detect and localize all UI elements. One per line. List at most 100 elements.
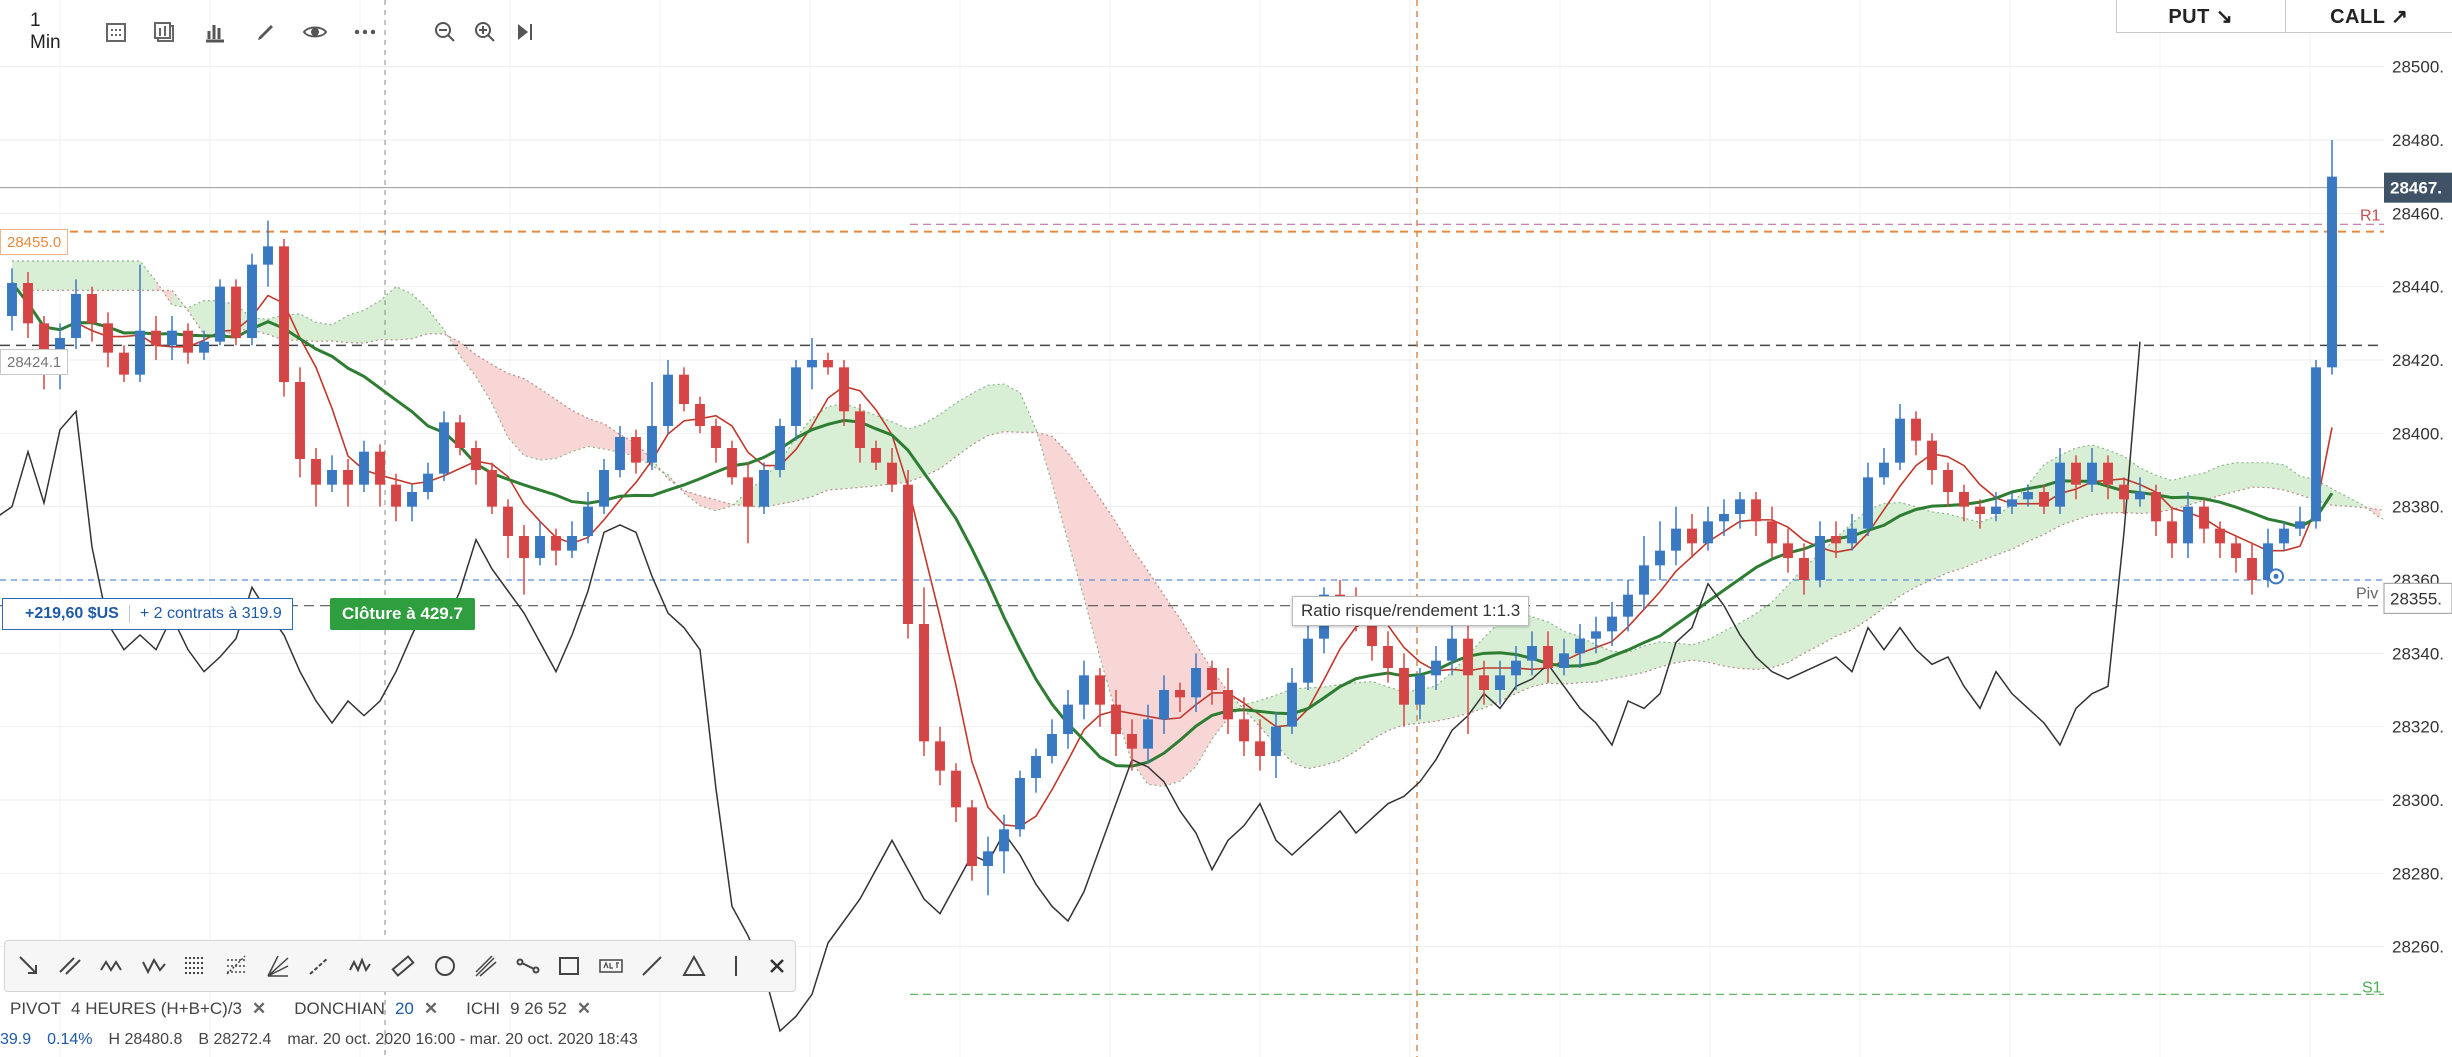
candle-body xyxy=(375,451,385,485)
price-axis-label: 28400. xyxy=(2392,424,2444,443)
candle-body xyxy=(1031,756,1041,778)
candle-body xyxy=(2295,521,2305,529)
vertical-line-icon[interactable] xyxy=(718,946,754,986)
ichimoku-cloud-segment xyxy=(1132,548,1148,785)
more-icon[interactable] xyxy=(352,14,378,50)
candle-body xyxy=(2023,492,2033,500)
circle-icon[interactable] xyxy=(427,946,463,986)
ichimoku-cloud-segment xyxy=(524,378,540,461)
ichimoku-cloud-segment xyxy=(1964,518,1980,568)
candle-body xyxy=(2167,521,2177,544)
ichimoku-cloud-segment xyxy=(956,393,972,457)
ichimoku-cloud-segment xyxy=(2204,465,2220,501)
ichimoku-cloud-segment xyxy=(2284,464,2300,495)
candle-body xyxy=(247,264,257,338)
fibonacci-icon[interactable] xyxy=(177,946,213,986)
candle-body xyxy=(2231,543,2241,558)
ichimoku-cloud-segment xyxy=(1740,613,1756,670)
senkou-span-b xyxy=(12,289,2452,770)
parallel-lines-icon[interactable] xyxy=(53,946,89,986)
rectangle-icon[interactable] xyxy=(552,946,588,986)
ichimoku-cloud-segment xyxy=(156,281,172,305)
candle-body xyxy=(119,352,129,375)
time-range: mar. 20 oct. 2020 16:00 - mar. 20 oct. 2… xyxy=(287,1031,638,1048)
ichimoku-cloud-segment xyxy=(572,410,588,452)
candle-body xyxy=(1271,726,1281,756)
candle-body xyxy=(2007,499,2017,507)
trend-line-icon[interactable] xyxy=(302,946,338,986)
remove-study-donchian-icon[interactable]: ✕ xyxy=(423,999,439,1018)
put-button[interactable]: PUT ↘ xyxy=(2168,5,2234,28)
ichimoku-cloud-segment xyxy=(1596,644,1612,683)
ichimoku-cloud-segment xyxy=(1708,631,1724,667)
ichimoku-cloud-segment xyxy=(700,495,716,511)
wave-icon[interactable] xyxy=(136,946,172,986)
candle-body xyxy=(727,448,737,478)
ichimoku-cloud-segment xyxy=(1692,639,1708,663)
candle-body xyxy=(2071,462,2081,485)
fan-icon[interactable] xyxy=(260,946,296,986)
candle-body xyxy=(791,367,801,426)
candle-body xyxy=(855,411,865,448)
line-icon[interactable] xyxy=(635,946,671,986)
zigzag-icon[interactable] xyxy=(94,946,130,986)
ichimoku-cloud-segment xyxy=(1372,681,1388,740)
candle-body xyxy=(535,536,545,558)
ichimoku-cloud-segment xyxy=(508,373,524,456)
candle-body xyxy=(1431,660,1441,676)
study-name-donchian: DONCHIAN xyxy=(294,999,385,1018)
candle-body xyxy=(215,286,225,342)
ichimoku-cloud-segment xyxy=(1084,475,1100,658)
path-icon[interactable] xyxy=(510,946,546,986)
candle-body xyxy=(295,382,305,459)
zoom-out-icon[interactable] xyxy=(432,14,458,50)
ichimoku-cloud-segment xyxy=(540,388,556,461)
close-position-button[interactable]: Clôture à 429.7 xyxy=(330,598,475,630)
candle-type-icon[interactable] xyxy=(152,14,178,50)
triangle-icon[interactable] xyxy=(676,946,712,986)
candle-body xyxy=(487,470,497,507)
ichimoku-cloud-segment xyxy=(588,418,604,450)
zoom-in-icon[interactable] xyxy=(472,14,498,50)
candle-body xyxy=(919,624,929,742)
ruler-icon[interactable] xyxy=(385,946,421,986)
close-icon[interactable] xyxy=(759,946,795,986)
ichimoku-cloud-segment xyxy=(1036,429,1052,484)
ichimoku-cloud-segment xyxy=(76,261,92,291)
candle-body xyxy=(823,360,833,368)
fib-grid-icon[interactable] xyxy=(219,946,255,986)
ichimoku-cloud-segment xyxy=(2348,497,2364,508)
ohlc-readout: 39.9 0.14% H 28480.8 B 28272.4 mar. 20 o… xyxy=(0,1027,654,1053)
position-panel[interactable]: +219,60 $US + 2 contrats à 319.9 xyxy=(2,598,293,630)
remove-study-pivot-icon[interactable]: ✕ xyxy=(252,999,267,1018)
pencil-icon[interactable] xyxy=(253,14,279,50)
candle-body xyxy=(439,422,449,474)
bar-chart-icon[interactable] xyxy=(202,14,228,50)
calendar-icon[interactable] xyxy=(103,14,129,50)
call-button[interactable]: CALL ↗ xyxy=(2284,0,2452,32)
candle-body xyxy=(279,246,289,382)
interval-selector[interactable]: 1 Min xyxy=(30,10,61,53)
elliott-icon[interactable] xyxy=(344,946,380,986)
candle-body xyxy=(1079,675,1089,705)
study-params-ichi: 9 26 52 xyxy=(510,999,567,1018)
price-axis-label: 28460. xyxy=(2392,204,2444,223)
remove-study-ichi-icon[interactable]: ✕ xyxy=(576,999,592,1018)
candle-body xyxy=(2311,367,2321,522)
ichimoku-cloud-segment xyxy=(2364,505,2380,519)
candle-body xyxy=(455,422,465,448)
candle-body xyxy=(135,330,145,375)
ichimoku-cloud-segment xyxy=(716,500,732,511)
ichimoku-cloud-segment xyxy=(1676,642,1692,663)
candle-body xyxy=(2119,484,2129,500)
pitchfork-icon[interactable] xyxy=(468,946,504,986)
level-price-tag xyxy=(2383,582,2452,614)
candle-body xyxy=(311,459,321,485)
ichimoku-cloud-segment xyxy=(1340,682,1356,761)
jump-to-end-icon[interactable] xyxy=(512,14,538,50)
ichimoku-cloud-segment xyxy=(140,261,156,291)
eye-icon[interactable] xyxy=(302,14,328,50)
text-tool-icon[interactable] xyxy=(593,946,629,986)
arrow-tool-icon[interactable] xyxy=(11,946,47,986)
